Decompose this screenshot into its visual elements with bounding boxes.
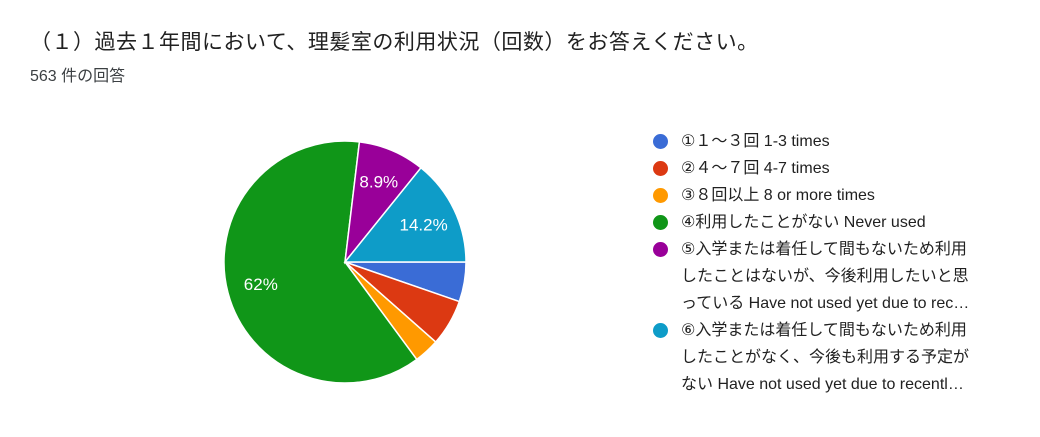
question-title: （１）過去１年間において、理髪室の利用状況（回数）をお答えください。 [30, 31, 759, 54]
legend-item-label: ⑤入学または着任して間もないため利用 したことはないが、今後利用したいと思 って… [681, 241, 970, 312]
legend-item-label: ①１～３回 1-3 times [681, 133, 830, 150]
legend-item-label: ③８回以上 8 or more times [681, 187, 875, 204]
pie-slice-4[interactable] [223, 140, 418, 384]
pie-chart: 62% 8.9% 14.2% [220, 137, 470, 387]
legend-item-label: ④利用したことがない Never used [681, 214, 926, 231]
pie-slice-label-6: 14.2% [399, 215, 447, 234]
legend-item-label: ②４～７回 4-7 times [681, 160, 830, 177]
legend-color-dot [653, 323, 668, 338]
legend-item-5: ⑤入学または着任して間もないため利用 したことはないが、今後利用したいと思 って… [653, 236, 1003, 317]
legend-color-dot [653, 161, 668, 176]
legend-color-dot [653, 188, 668, 203]
legend-item-3: ③８回以上 8 or more times [653, 182, 1003, 209]
legend-item-1: ①１～３回 1-3 times [653, 128, 1003, 155]
legend-color-dot [653, 242, 668, 257]
response-count: 563 件の回答 [30, 68, 126, 85]
legend-item-6: ⑥入学または着任して間もないため利用 したことがなく、今後も利用する予定が ない… [653, 317, 1003, 398]
legend-item-2: ②４～７回 4-7 times [653, 155, 1003, 182]
legend-color-dot [653, 134, 668, 149]
pie-slice-label-4: 62% [244, 275, 278, 294]
pie-chart-svg: 62% 8.9% 14.2% [223, 140, 467, 384]
chart-legend: ①１～３回 1-3 times ②４～７回 4-7 times ③８回以上 8 or… [653, 128, 1003, 398]
legend-color-dot [653, 215, 668, 230]
legend-item-label: ⑥入学または着任して間もないため利用 したことがなく、今後も利用する予定が ない… [681, 322, 970, 393]
pie-slice-6[interactable] [343, 166, 467, 263]
legend-item-4: ④利用したことがない Never used [653, 209, 1003, 236]
pie-slice-label-5: 8.9% [359, 173, 398, 192]
